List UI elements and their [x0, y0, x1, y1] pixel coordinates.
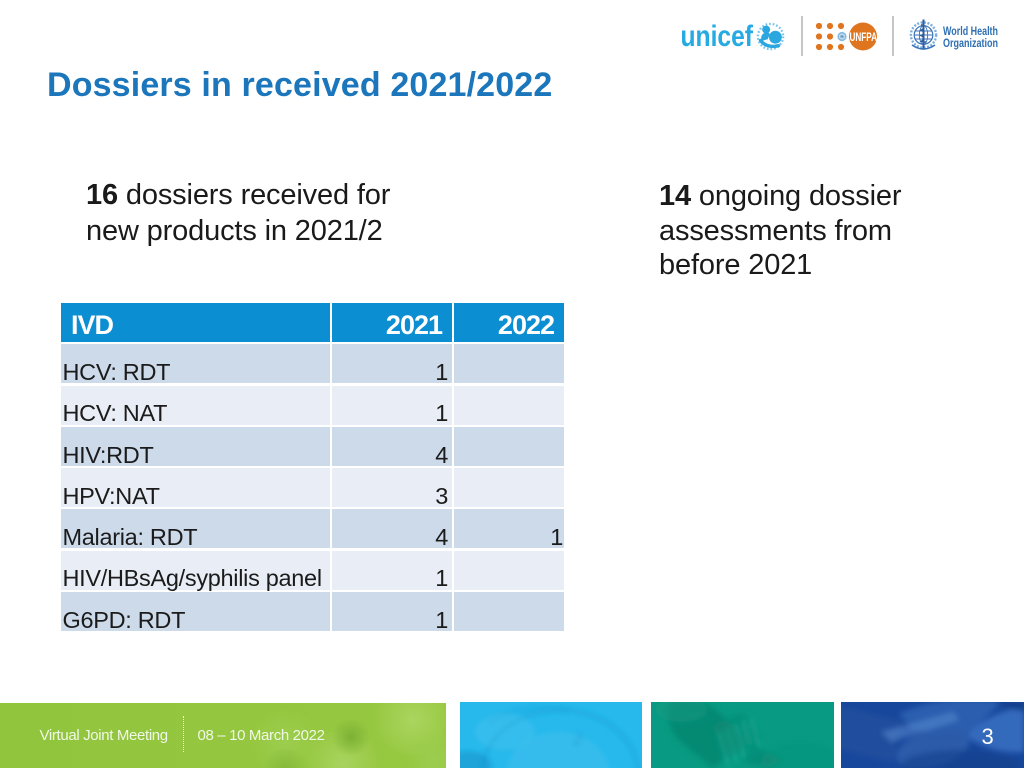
svg-text:2: 2: [571, 729, 585, 750]
svg-text:UNFPA: UNFPA: [850, 32, 878, 44]
svg-text:unicef: unicef: [681, 20, 754, 53]
svg-text:Organization: Organization: [943, 38, 998, 50]
svg-text:World Health: World Health: [943, 26, 998, 38]
